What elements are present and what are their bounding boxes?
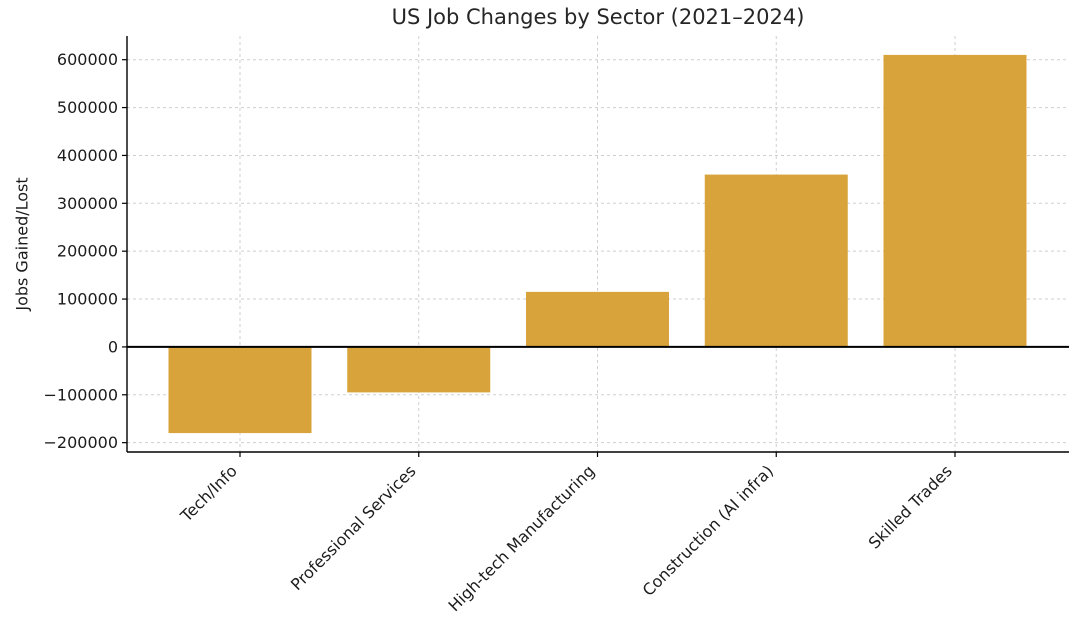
- x-tick-label: Professional Services: [287, 461, 420, 594]
- bar-tech-info: [168, 346, 312, 434]
- bar-professional-services: [347, 346, 491, 393]
- y-tick-label: −200000: [44, 433, 118, 452]
- y-tick-label: 400000: [57, 146, 118, 165]
- x-tick-label: High-tech Manufacturing: [444, 461, 598, 615]
- y-tick-label: 0: [108, 337, 118, 356]
- x-tick-label: Skilled Trades: [865, 461, 956, 552]
- y-tick-label: 500000: [57, 98, 118, 117]
- y-tick-label: −100000: [44, 385, 118, 404]
- bar-construction-ai-infra: [704, 174, 848, 347]
- y-tick-label: 300000: [57, 194, 118, 213]
- bar-skilled-trades: [883, 54, 1027, 347]
- x-tick-label: Tech/Info: [176, 461, 241, 526]
- x-tick-label: Construction (AI infra): [639, 461, 777, 599]
- y-tick-label: 600000: [57, 50, 118, 69]
- chart-title: US Job Changes by Sector (2021–2024): [391, 5, 805, 29]
- bar-high-tech-manufacturing: [526, 291, 669, 347]
- y-tick-label: 200000: [57, 242, 118, 261]
- y-tick-label: 100000: [57, 290, 118, 309]
